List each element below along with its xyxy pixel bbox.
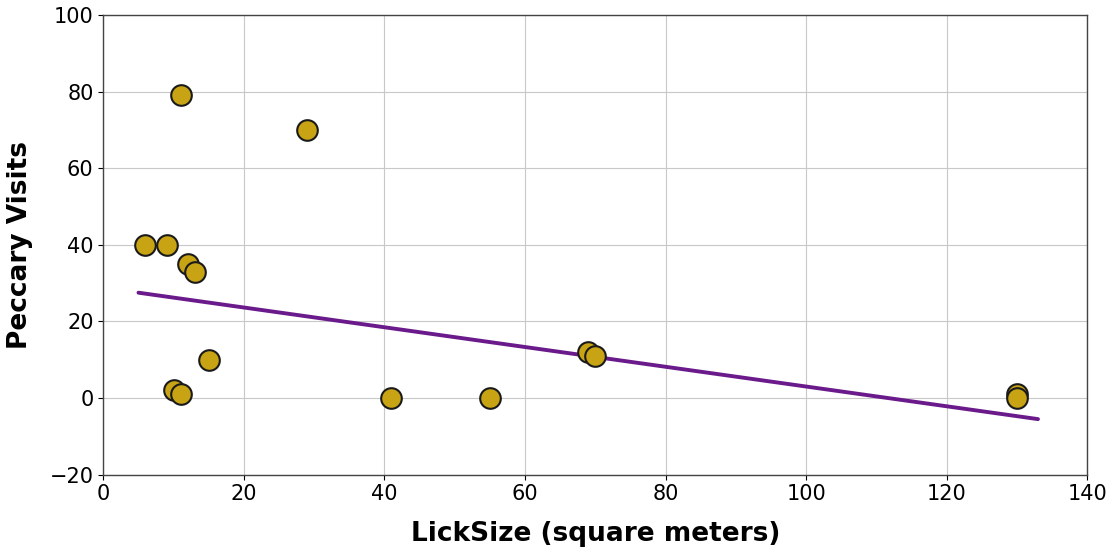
Point [172, 390, 189, 399]
Point [579, 348, 597, 357]
Point [172, 91, 189, 100]
Point [199, 355, 217, 364]
Point [299, 125, 316, 134]
Y-axis label: Peccary Visits: Peccary Visits [7, 141, 33, 349]
Point [382, 393, 400, 402]
Point [178, 259, 196, 268]
Point [1008, 390, 1026, 399]
X-axis label: LickSize (square meters): LickSize (square meters) [411, 521, 780, 547]
Point [1008, 393, 1026, 402]
Point [165, 386, 183, 395]
Point [137, 240, 155, 249]
Point [481, 393, 499, 402]
Point [586, 351, 604, 360]
Point [186, 267, 204, 276]
Point [158, 240, 176, 249]
